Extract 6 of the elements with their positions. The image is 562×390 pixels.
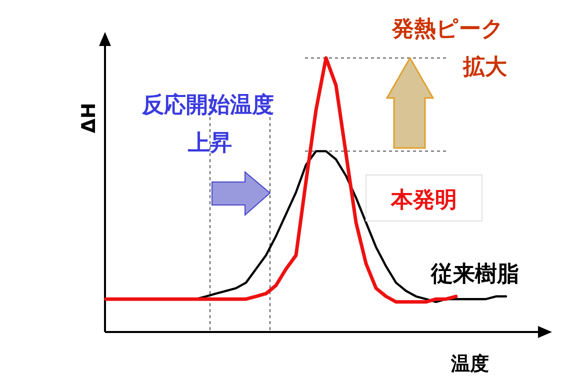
y-axis-title: ΔH: [78, 102, 100, 134]
annotation: 反応開始温度上昇: [141, 92, 274, 156]
series-label: 従来樹脂: [430, 262, 519, 287]
annotation: 発熱ピーク拡大: [391, 17, 508, 80]
series-label: 本発明: [390, 188, 457, 213]
x-axis-title: 温度: [450, 353, 489, 375]
